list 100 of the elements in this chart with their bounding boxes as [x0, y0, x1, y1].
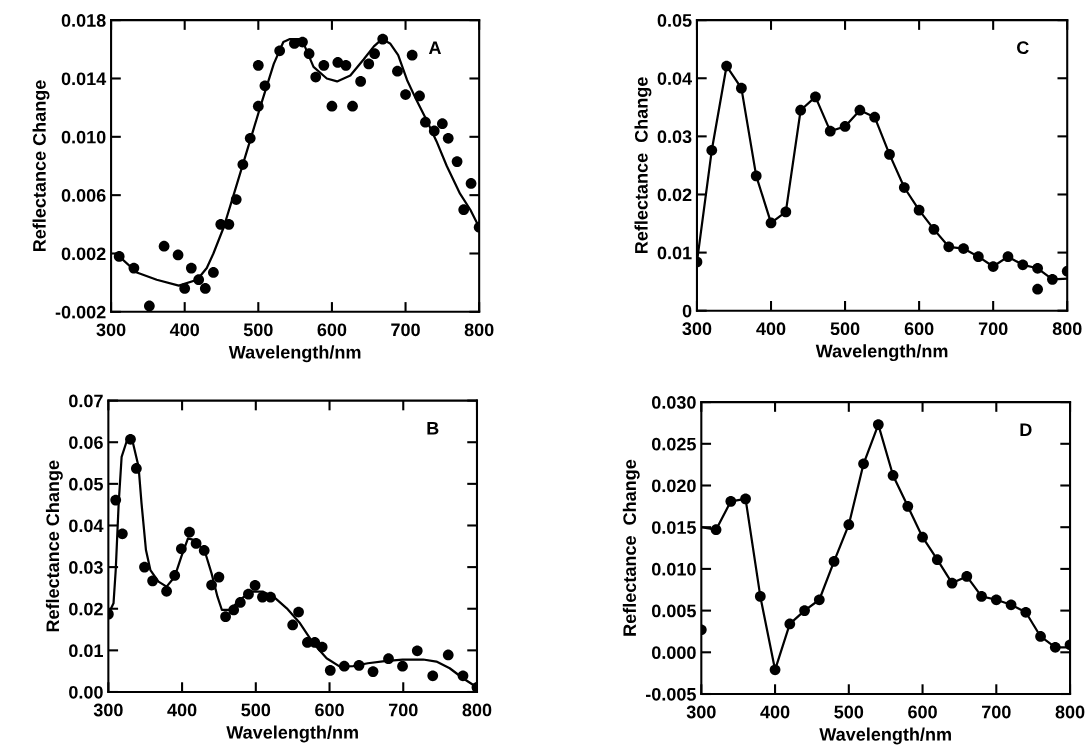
- y-axis-title: Reflectance Change: [634, 77, 652, 254]
- point: [367, 666, 379, 677]
- point: [442, 132, 454, 144]
- y-tick-label: 0.05: [69, 477, 103, 491]
- point: [769, 664, 781, 676]
- point: [427, 670, 439, 682]
- point: [458, 204, 470, 216]
- point: [943, 241, 955, 253]
- y-tick-label: 0.002: [61, 247, 106, 261]
- point: [347, 100, 358, 112]
- point: [898, 182, 910, 193]
- y-axis-title: Reflectance Change: [32, 80, 50, 252]
- point: [206, 579, 217, 591]
- y-tick-label: 0.005: [651, 604, 696, 618]
- point: [457, 670, 469, 682]
- point: [193, 274, 205, 286]
- x-tick-label: 300: [682, 322, 712, 336]
- y-tick-label: 0.01: [69, 644, 103, 658]
- point: [397, 660, 408, 672]
- point: [928, 223, 940, 235]
- point: [274, 45, 286, 57]
- point: [198, 545, 210, 556]
- y-tick-label: 0.010: [651, 562, 696, 576]
- y-tick-label: 0.00: [69, 685, 103, 699]
- point: [332, 57, 344, 68]
- annotation: A: [428, 41, 442, 54]
- x-tick-label: 500: [243, 323, 273, 337]
- y-tick-label: 0.03: [69, 561, 103, 574]
- x-tick-label: 500: [241, 703, 271, 717]
- x-tick-label: 400: [756, 322, 786, 336]
- x-tick-label: 400: [169, 323, 200, 337]
- point: [976, 591, 987, 602]
- y-tick-label: 0.01: [657, 246, 692, 260]
- point: [139, 561, 150, 573]
- x-tick-label: 400: [167, 703, 197, 717]
- point: [110, 494, 122, 506]
- point: [169, 570, 181, 581]
- x-tick-label: 600: [315, 703, 344, 717]
- x-tick-label: 600: [904, 322, 934, 336]
- point: [754, 591, 766, 602]
- point: [872, 419, 884, 430]
- x-axis-title: Wavelength/nm: [228, 345, 361, 363]
- point: [244, 132, 256, 144]
- point: [913, 204, 925, 216]
- point: [1017, 259, 1029, 271]
- y-tick-label: 0.05: [657, 14, 692, 27]
- point: [147, 575, 158, 587]
- point: [961, 571, 973, 582]
- x-tick-label: 800: [1052, 322, 1082, 336]
- point: [130, 463, 142, 474]
- point: [252, 59, 264, 71]
- x-tick-label: 300: [96, 323, 126, 337]
- x-axis-title: Wavelength/nm: [819, 727, 951, 745]
- point: [780, 206, 792, 218]
- point: [931, 554, 943, 566]
- point: [125, 433, 136, 445]
- point: [161, 585, 172, 597]
- point: [228, 604, 240, 616]
- point: [946, 577, 958, 589]
- point: [411, 645, 423, 657]
- point: [736, 82, 747, 94]
- point: [324, 664, 336, 676]
- point: [303, 48, 315, 60]
- point: [972, 251, 984, 263]
- point: [765, 217, 777, 229]
- point: [854, 104, 866, 116]
- y-tick-label: 0.07: [69, 394, 103, 408]
- point: [1005, 599, 1017, 611]
- point: [1047, 273, 1058, 285]
- point: [1049, 641, 1061, 653]
- point: [249, 580, 261, 591]
- point: [795, 104, 807, 116]
- x-tick-label: 800: [1055, 705, 1085, 719]
- point: [287, 619, 299, 631]
- y-tick-label: 0.030: [651, 396, 696, 409]
- point: [813, 594, 825, 606]
- point: [326, 100, 338, 112]
- point: [784, 618, 796, 630]
- point: [1035, 631, 1046, 642]
- y-tick-label: 0.02: [657, 188, 692, 202]
- point: [810, 91, 821, 103]
- point: [839, 121, 851, 132]
- y-tick-label: 0.006: [61, 189, 106, 202]
- point: [1032, 283, 1043, 295]
- y-tick-label: 0.015: [651, 521, 696, 534]
- x-tick-label: 300: [93, 703, 123, 717]
- point: [265, 591, 276, 603]
- y-tick-label: 0.000: [651, 646, 696, 660]
- point: [406, 49, 418, 61]
- point: [185, 262, 197, 274]
- point: [355, 76, 367, 87]
- point: [293, 606, 304, 618]
- point: [234, 597, 246, 608]
- point: [230, 194, 242, 205]
- point: [725, 495, 737, 507]
- point: [340, 59, 352, 71]
- annotation: D: [1020, 423, 1032, 436]
- x-tick-label: 700: [388, 703, 418, 717]
- point: [902, 500, 914, 512]
- point: [199, 283, 211, 294]
